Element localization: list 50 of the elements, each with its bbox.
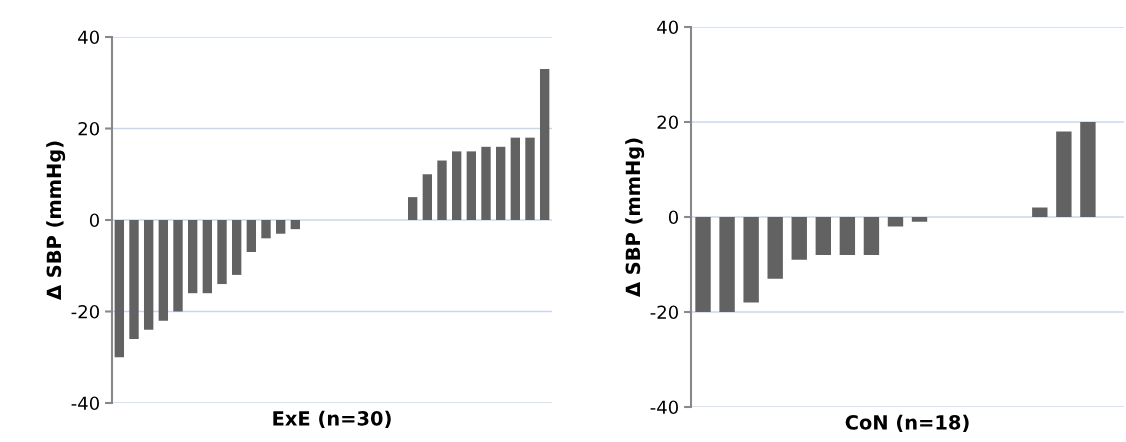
bar	[839, 217, 856, 255]
bar	[246, 220, 257, 253]
y-tick-label: 20	[78, 121, 99, 136]
bar	[887, 217, 904, 227]
bar	[1032, 207, 1048, 217]
bar	[911, 217, 928, 222]
bar	[1056, 131, 1072, 217]
bar	[767, 217, 783, 279]
x-axis-title: ExE (n=30)	[273, 410, 391, 428]
bar	[158, 220, 169, 321]
bar	[451, 151, 462, 220]
y-tick-label: -20	[650, 305, 678, 320]
bar	[815, 217, 831, 255]
y-tick-label: 40	[78, 30, 99, 45]
bar	[290, 220, 301, 230]
bar	[466, 151, 477, 220]
x-axis-title: CoN (n=18)	[845, 414, 969, 432]
bar	[695, 217, 711, 312]
bar	[791, 217, 807, 260]
bar	[495, 146, 506, 220]
bar	[1080, 122, 1096, 217]
y-tick-label: 0	[668, 210, 678, 225]
bar	[539, 69, 550, 220]
y-tick-label: -40	[71, 396, 99, 411]
bar	[275, 220, 286, 234]
bar	[202, 220, 213, 294]
y-axis-title: Δ SBP (mmHg)	[46, 141, 66, 300]
bar	[407, 197, 418, 220]
y-tick-label: -20	[71, 304, 99, 319]
y-tick-label: 0	[89, 213, 99, 228]
y-axis-title: Δ SBP (mmHg)	[625, 138, 645, 297]
bar	[863, 217, 880, 255]
y-tick-label: -40	[650, 400, 678, 415]
y-tick-label: 20	[657, 115, 678, 130]
bar	[173, 220, 183, 312]
bar	[143, 220, 154, 330]
y-tick-label: 40	[657, 20, 678, 35]
bar	[719, 217, 735, 312]
bar	[525, 137, 535, 220]
bar	[187, 220, 198, 294]
bar	[481, 146, 491, 220]
bar	[422, 174, 433, 220]
bar	[114, 220, 125, 358]
bar	[510, 137, 521, 220]
bar	[217, 220, 227, 285]
bar	[129, 220, 139, 339]
bar	[261, 220, 271, 239]
bar	[437, 160, 447, 220]
bar	[743, 217, 759, 303]
bar	[231, 220, 242, 275]
